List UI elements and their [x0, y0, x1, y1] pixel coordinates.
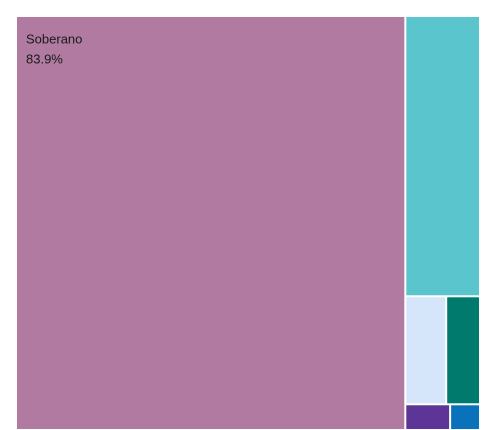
- treemap-tile: [406, 17, 479, 296]
- treemap-tile: [17, 17, 405, 429]
- treemap-tile: [447, 297, 479, 404]
- treemap-tile: [406, 297, 446, 404]
- treemap-tile: [406, 405, 450, 429]
- treemap-tile: [451, 405, 479, 429]
- tile-value: 83.9%: [26, 51, 63, 66]
- tile-label: Soberano: [26, 31, 82, 46]
